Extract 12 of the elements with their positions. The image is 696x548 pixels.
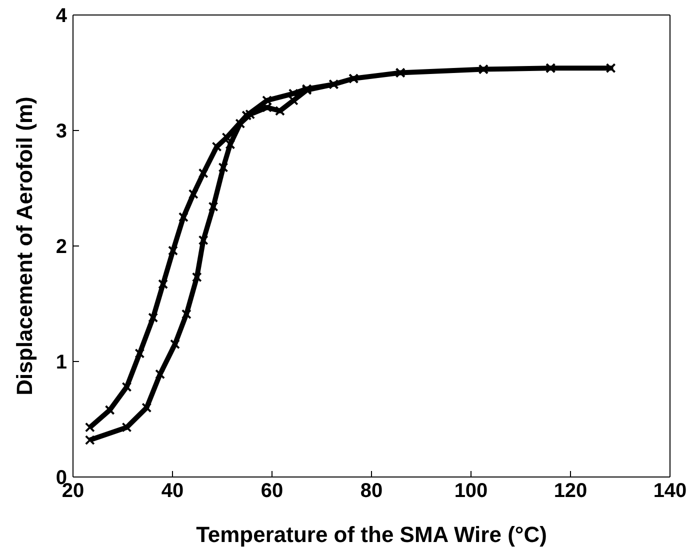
y-axis-title: Displacement of Aerofoil (m)	[12, 96, 37, 396]
y-tick-label: 4	[56, 5, 68, 28]
x-tick-label: 60	[260, 480, 284, 502]
x-tick-label: 80	[360, 480, 383, 502]
x-tick-label: 120	[554, 480, 588, 502]
y-tick-label: 2	[56, 236, 67, 258]
x-axis-title: Temperature of the SMA Wire (°C)	[196, 522, 547, 547]
x-tick-label: 100	[454, 480, 488, 502]
x-tick-label: 40	[161, 480, 184, 502]
x-tick-label: 140	[653, 480, 687, 502]
y-tick-label: 1	[56, 352, 67, 374]
y-tick-label: 3	[56, 120, 67, 143]
